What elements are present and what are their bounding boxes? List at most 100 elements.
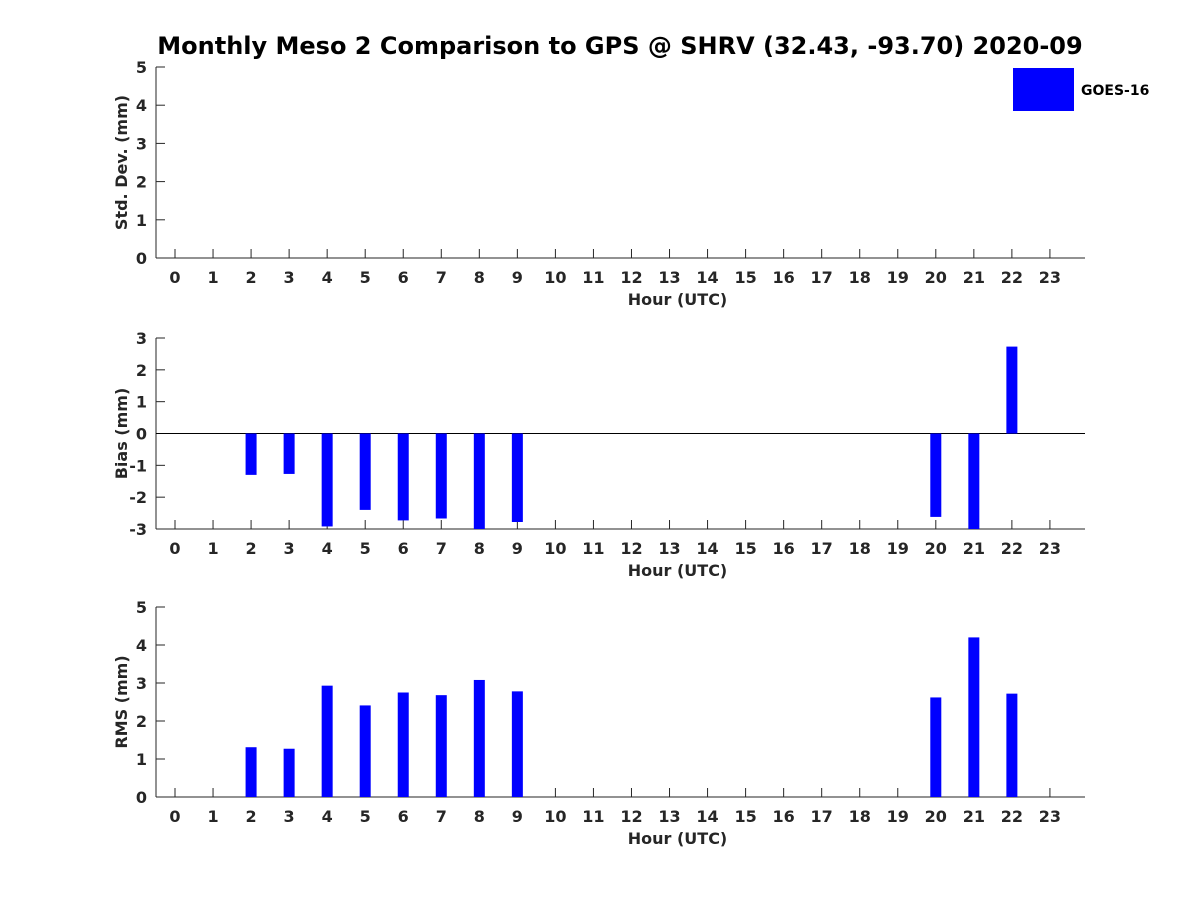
x-tick-label: 12 [620,807,642,826]
x-tick-label: 5 [360,807,371,826]
y-tick-label: 2 [136,361,147,380]
x-tick-label: 18 [849,268,871,287]
x-tick-label: 10 [544,539,566,558]
x-tick-label: 6 [398,268,409,287]
y-tick-label: 0 [136,249,147,268]
x-tick-label: 20 [925,539,947,558]
y-tick-label: 1 [136,750,147,769]
x-tick-label: 7 [436,268,447,287]
x-tick-label: 9 [512,807,523,826]
x-tick-label: 23 [1039,539,1061,558]
x-tick-label: 6 [398,807,409,826]
y-tick-label: 3 [136,134,147,153]
x-tick-label: 2 [246,539,257,558]
y-tick-label: 3 [136,329,147,348]
x-tick-label: 0 [169,268,180,287]
y-tick-label: 4 [136,96,147,115]
x-axis-label: Hour (UTC) [628,561,728,580]
x-tick-label: 14 [696,807,718,826]
x-tick-label: 1 [207,807,218,826]
x-tick-label: 13 [658,807,680,826]
x-tick-label: 21 [963,539,985,558]
x-tick-label: 14 [696,539,718,558]
y-tick-label: 1 [136,393,147,412]
x-tick-label: 5 [360,268,371,287]
x-tick-label: 21 [963,807,985,826]
bar-hour-7 [435,433,447,519]
x-tick-label: 15 [734,807,756,826]
y-tick-label: 0 [136,425,147,444]
x-tick-label: 10 [544,268,566,287]
bar-hour-9 [511,691,523,797]
x-tick-label: 12 [620,268,642,287]
x-tick-label: 5 [360,539,371,558]
x-tick-label: 22 [1001,268,1023,287]
bar-hour-22 [1006,693,1018,797]
x-tick-label: 16 [773,807,795,826]
x-tick-label: 14 [696,268,718,287]
x-tick-label: 9 [512,268,523,287]
bar-hour-8 [473,679,485,797]
x-tick-label: 0 [169,539,180,558]
x-tick-label: 16 [773,539,795,558]
y-axis-label: Bias (mm) [112,388,131,480]
x-tick-label: 0 [169,807,180,826]
y-tick-label: 4 [136,636,147,655]
legend-swatch-goes16 [1013,68,1074,111]
x-tick-label: 23 [1039,807,1061,826]
bar-hour-8 [473,433,485,529]
x-tick-label: 7 [436,807,447,826]
x-tick-label: 9 [512,539,523,558]
y-tick-label: -1 [129,456,147,475]
y-tick-label: 2 [136,173,147,192]
x-tick-label: 16 [773,268,795,287]
x-tick-label: 12 [620,539,642,558]
y-tick-label: 5 [136,58,147,77]
x-axis-label: Hour (UTC) [628,290,728,309]
x-tick-label: 13 [658,268,680,287]
bar-hour-4 [321,433,333,527]
x-tick-label: 20 [925,268,947,287]
x-tick-label: 21 [963,268,985,287]
x-tick-label: 18 [849,539,871,558]
bar-hour-5 [359,705,371,797]
x-tick-label: 1 [207,539,218,558]
y-tick-label: -2 [129,488,147,507]
x-tick-label: 8 [474,268,485,287]
x-tick-label: 8 [474,539,485,558]
x-tick-label: 11 [582,807,604,826]
y-tick-label: -3 [129,520,147,539]
bar-hour-6 [397,433,409,521]
x-tick-label: 15 [734,539,756,558]
y-tick-label: 0 [136,788,147,807]
y-tick-label: 1 [136,211,147,230]
x-tick-label: 18 [849,807,871,826]
x-tick-label: 23 [1039,268,1061,287]
x-tick-label: 6 [398,539,409,558]
x-tick-label: 13 [658,539,680,558]
bar-hour-21 [968,637,980,797]
bar-hour-5 [359,433,371,510]
x-tick-label: 19 [887,807,909,826]
legend-label-goes16: GOES-16 [1081,83,1149,99]
x-tick-label: 17 [811,268,833,287]
x-tick-label: 17 [811,539,833,558]
x-tick-label: 1 [207,268,218,287]
y-tick-label: 2 [136,712,147,731]
x-tick-label: 22 [1001,807,1023,826]
x-tick-label: 17 [811,807,833,826]
y-axis-label: Std. Dev. (mm) [112,95,131,230]
x-tick-label: 19 [887,268,909,287]
x-tick-label: 2 [246,807,257,826]
x-tick-label: 3 [284,807,295,826]
x-tick-label: 10 [544,807,566,826]
bar-hour-4 [321,685,333,797]
x-tick-label: 11 [582,539,604,558]
x-tick-label: 3 [284,268,295,287]
x-tick-label: 15 [734,268,756,287]
x-tick-label: 22 [1001,539,1023,558]
